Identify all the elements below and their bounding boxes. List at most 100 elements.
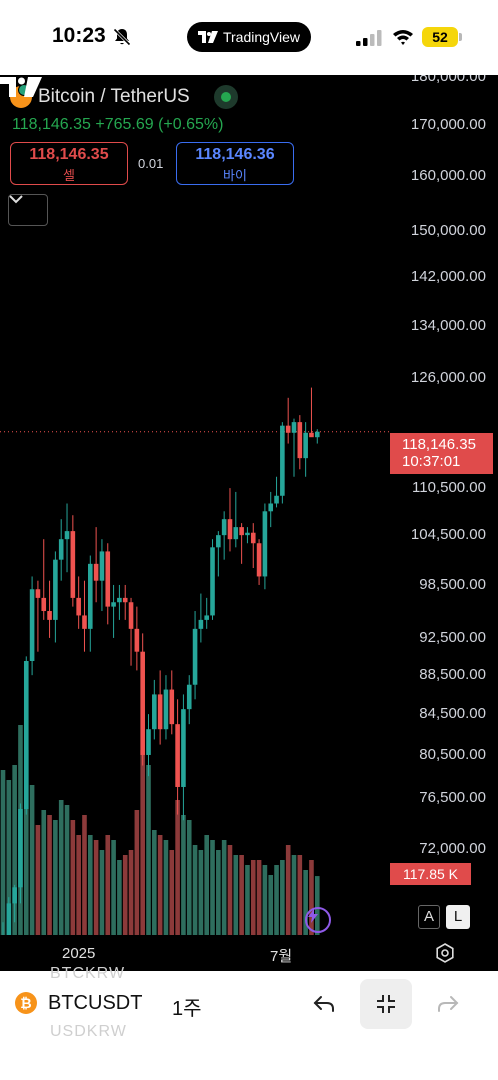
market-open-icon[interactable] <box>213 85 238 109</box>
log-scale-button[interactable]: L <box>446 905 470 929</box>
battery-indicator: 52 <box>422 27 462 47</box>
volume-bar <box>210 840 215 935</box>
candle-body <box>105 551 111 607</box>
btc-coin-icon: ₿ <box>15 992 37 1014</box>
candle-body <box>314 431 320 438</box>
chevron-down-icon <box>9 195 23 204</box>
volume-bar <box>105 835 111 935</box>
volume-bar <box>0 770 6 935</box>
volume-bar <box>88 835 93 935</box>
candle-body <box>285 425 291 433</box>
symbol-header[interactable]: Bitcoin / TetherUS <box>10 84 238 109</box>
candle-body <box>163 689 169 730</box>
volume-bar <box>6 780 12 935</box>
candle-body <box>53 559 58 620</box>
volume-bar <box>245 865 250 935</box>
interval-selector[interactable]: 1주 <box>172 998 202 1020</box>
spread-value: 0.01 <box>138 156 164 171</box>
app-pill-label: TradingView <box>222 29 301 45</box>
volume-bar <box>314 876 320 935</box>
price-axis-label: 180,000.00 <box>410 75 486 85</box>
settings-icon[interactable] <box>435 943 455 963</box>
candle-body <box>58 539 64 560</box>
volume-bar <box>157 835 163 935</box>
volume-bar <box>285 845 291 935</box>
undo-icon[interactable] <box>312 993 338 1015</box>
current-price-value: 118,146.35 <box>402 436 476 453</box>
volume-bar <box>268 875 274 935</box>
candle-body <box>157 694 163 730</box>
candle-body <box>256 543 262 577</box>
volume-bar <box>93 840 99 935</box>
sell-button[interactable]: 118,146.35 셀 <box>10 142 128 185</box>
volume-bar <box>111 840 116 935</box>
app-pill[interactable]: TradingView <box>187 22 311 52</box>
price-axis-label: 92,500.00 <box>419 628 486 646</box>
buy-button[interactable]: 118,146.36 바이 <box>176 142 294 185</box>
volume-bar <box>274 865 279 935</box>
volume-bar <box>239 855 244 935</box>
candle-body <box>186 684 192 710</box>
volume-bar <box>175 800 180 935</box>
wifi-icon <box>393 30 413 45</box>
volume-bar <box>35 825 41 935</box>
volume-bar <box>280 860 285 935</box>
volume-bar <box>291 855 297 935</box>
volume-bar <box>58 800 64 935</box>
volume-bar <box>12 765 17 935</box>
symbol-name[interactable]: Bitcoin / TetherUS <box>38 86 190 107</box>
candle-body <box>134 628 140 652</box>
bell-muted-icon <box>113 28 131 46</box>
candle-body <box>117 597 122 603</box>
volume-bar <box>198 850 204 935</box>
volume-bar <box>23 750 29 935</box>
symbol-selector[interactable]: BTCUSDT <box>48 992 143 1014</box>
candle-body <box>111 602 116 607</box>
volume-bar <box>70 820 76 935</box>
candle-body <box>93 563 99 581</box>
volume-bar <box>186 820 192 935</box>
candle-body <box>64 531 70 540</box>
time-axis[interactable]: 2025 7월 <box>0 935 498 971</box>
volume-bar <box>216 850 221 935</box>
bar-countdown: 10:37:01 <box>402 453 461 470</box>
volume-bar <box>250 860 256 935</box>
last-price: 118,146.35 <box>12 116 91 133</box>
volume-bar <box>29 785 35 935</box>
auto-scale-button[interactable]: A <box>418 905 440 929</box>
candle-body <box>210 547 215 616</box>
collapse-legend-button[interactable] <box>8 194 48 226</box>
symbol-list-item-prev[interactable]: BTCKRW <box>50 965 126 982</box>
price-axis-label: 72,000.00 <box>419 840 486 857</box>
candle-body <box>309 432 314 438</box>
price-change-row: 118,146.35 +765.69 (+0.65%) <box>12 116 223 134</box>
buy-label: 바이 <box>223 168 247 183</box>
sell-label: 셀 <box>63 168 75 183</box>
volume-bar <box>163 840 169 935</box>
price-chart[interactable]: 180,000.00 170,000.00 160,000.00 150,000.00… <box>0 75 498 935</box>
volume-bar <box>181 815 186 935</box>
candle-body <box>47 611 52 620</box>
candle-body <box>227 519 233 540</box>
redo-icon[interactable] <box>434 993 460 1015</box>
candle-body <box>23 660 29 810</box>
price-axis-label: 134,000.00 <box>410 316 486 334</box>
flash-button[interactable] <box>305 907 331 933</box>
volume-bar <box>140 750 145 935</box>
candle-body <box>250 532 256 544</box>
price-axis-label: 142,000.00 <box>410 267 486 285</box>
price-axis-label: 80,500.00 <box>419 745 486 763</box>
candle-body <box>280 425 285 496</box>
candle-body <box>175 724 180 787</box>
exit-fullscreen-button[interactable] <box>360 979 412 1029</box>
symbol-list-item-next[interactable]: USDKRW <box>50 1023 127 1040</box>
candle-body <box>204 615 209 620</box>
price-axis-label: 84,500.00 <box>419 705 486 723</box>
volume-bar <box>221 840 227 935</box>
tradingview-logo-icon[interactable] <box>0 75 42 99</box>
volume-bar <box>309 860 314 935</box>
candle-body <box>152 694 157 730</box>
volume-bar <box>262 865 268 935</box>
candlestick-chart[interactable] <box>0 75 498 935</box>
volume-bar <box>152 830 157 935</box>
